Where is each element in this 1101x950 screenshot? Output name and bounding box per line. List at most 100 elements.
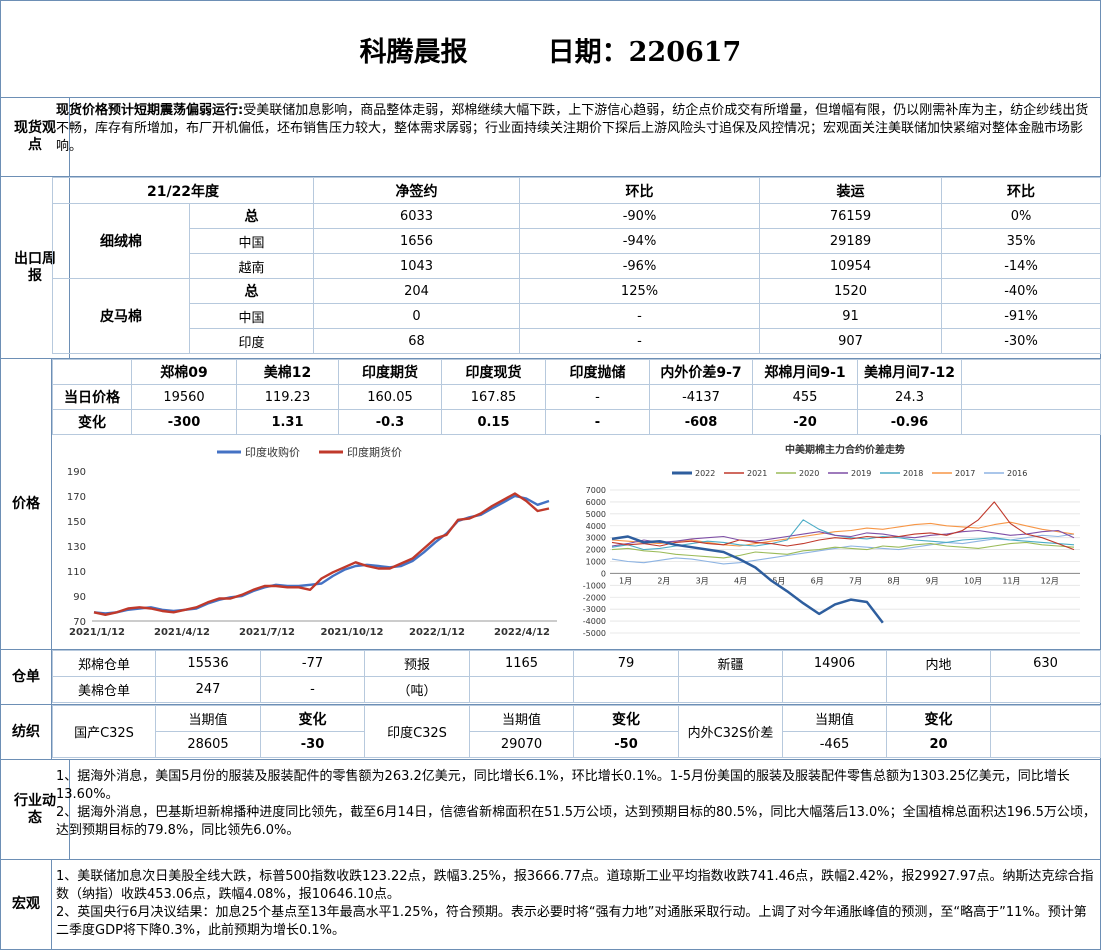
- export-table: 21/22年度 净签约 环比 装运 环比 细绒棉 总 6033 -90% 761…: [51, 177, 1101, 354]
- series-line-2017: [611, 521, 1075, 547]
- x-tick-label: 6月: [811, 576, 824, 585]
- xinjiang-label: 新疆: [678, 650, 783, 677]
- inland-label: 内地: [886, 650, 991, 677]
- series-line-2019: [611, 529, 1075, 547]
- blank-cell: [782, 676, 887, 703]
- x-tick-label: 3月: [696, 576, 709, 585]
- change-label: 变化: [886, 705, 991, 732]
- price-value: 19560: [131, 384, 237, 410]
- zz-warehouse-value: 15536: [155, 650, 261, 677]
- y-tick-label: -4000: [583, 617, 606, 626]
- x-tick-label: 2021/1/12: [69, 627, 125, 638]
- price-header: 美棉月间7-12: [857, 359, 962, 385]
- macro-item: 1、美联储加息次日美股全线大跌，标普500指数收跌123.22点，跌幅3.25%…: [56, 869, 1094, 902]
- table-row: 中国 0 - 91 -91%: [53, 303, 1101, 329]
- x-tick-label: 2021/4/12: [154, 627, 210, 638]
- industry-text: 1、据海外消息，美国5月份的服装及服装配件的零售额为263.2亿美元，同比增长6…: [52, 760, 1100, 840]
- y-tick-label: 170: [67, 492, 86, 503]
- cn-yarn-label: 国产C32S: [52, 705, 156, 758]
- spot-view-text: 现货价格预计短期震荡偏弱运行:受美联储加息影响，商品整体走弱，郑棉继续大幅下跌，…: [52, 98, 1100, 156]
- change-value: -0.3: [338, 409, 442, 435]
- y-tick-label: -5000: [583, 629, 606, 638]
- change-value: 0.15: [441, 409, 546, 435]
- x-tick-label: 2022/1/12: [409, 627, 465, 638]
- y-tick-label: -2000: [583, 593, 606, 602]
- x-tick-label: 2022/4/12: [494, 627, 550, 638]
- net-chg: -: [519, 328, 761, 354]
- net-sign: 68: [313, 328, 521, 354]
- blank-cell: [990, 676, 1101, 703]
- india-price-chart: 70 90 110 130 150 170 190 2021/1/12 2021/4/12 202…: [67, 445, 557, 638]
- table-row: 美棉仓单 247 - （吨）: [52, 676, 1101, 703]
- x-tick-label: 4月: [734, 576, 747, 585]
- warehouse-label: 仓单: [1, 650, 52, 704]
- legend-label: 2018: [903, 469, 923, 478]
- row-sub: 中国: [188, 228, 315, 254]
- net-sign: 0: [313, 303, 521, 329]
- change-value: 1.31: [236, 409, 339, 435]
- xinjiang-value: 14906: [782, 650, 887, 677]
- legend-label: 2021: [747, 469, 767, 478]
- in-yarn-label: 印度C32S: [364, 705, 470, 758]
- legend-label: 2017: [955, 469, 975, 478]
- price-value: -: [545, 384, 650, 410]
- price-header: 美棉12: [236, 359, 339, 385]
- price-header: 印度期货: [338, 359, 442, 385]
- group-upland: 细绒棉: [52, 203, 190, 279]
- macro-text: 1、美联储加息次日美股全线大跌，标普500指数收跌123.22点，跌幅3.25%…: [52, 860, 1100, 940]
- report-date: 日期：220617: [547, 36, 742, 68]
- net-sign: 1043: [313, 253, 521, 279]
- x-tick-label: 8月: [887, 576, 900, 585]
- blank-cell: [961, 384, 1101, 410]
- blank-cell: [52, 359, 132, 385]
- price-change-row: 变化 -300 1.31 -0.3 0.15 - -608 -20 -0.96: [52, 409, 1101, 435]
- current-label: 当期值: [155, 705, 261, 732]
- blank-cell: [990, 705, 1101, 732]
- price-value: 455: [752, 384, 858, 410]
- legend-label: 2016: [1007, 469, 1027, 478]
- textile-table: 国产C32S 当期值 变化 印度C32S 当期值 变化 内外C32S价差 当期值…: [52, 705, 1101, 758]
- y-tick-label: 110: [67, 567, 86, 578]
- report-title: 科腾晨报: [359, 36, 468, 68]
- net-sign: 1656: [313, 228, 521, 254]
- blank-cell: [990, 731, 1101, 758]
- series-line-2018: [611, 519, 1075, 551]
- export-header-season: 21/22年度: [51, 177, 315, 204]
- us-warehouse-change: -: [260, 676, 365, 703]
- ship-chg: -40%: [941, 278, 1101, 304]
- row-sub: 总: [188, 203, 315, 229]
- price-value: 24.3: [857, 384, 962, 410]
- industry-item: 2、据海外消息，巴基斯坦新棉播种进度同比领先，截至6月14日，信德省新棉面积在5…: [56, 805, 1096, 838]
- table-row: 越南 1043 -96% 10954 -14%: [53, 253, 1101, 279]
- yarn-spread-value: -465: [782, 731, 887, 758]
- table-row: 中国 1656 -94% 29189 35%: [53, 228, 1101, 254]
- y-tick-label: 3000: [586, 534, 606, 543]
- shipment: 29189: [759, 228, 943, 254]
- net-sign: 6033: [313, 203, 521, 229]
- net-chg: -94%: [519, 228, 761, 254]
- y-tick-label: 70: [73, 617, 86, 628]
- today-label: 当日价格: [52, 384, 132, 410]
- yarn-spread-change: 20: [886, 731, 991, 758]
- price-header: 郑棉09: [131, 359, 237, 385]
- legend-label: 2020: [799, 469, 819, 478]
- net-chg: -90%: [519, 203, 761, 229]
- export-header-row: 21/22年度 净签约 环比 装运 环比: [51, 177, 1101, 204]
- current-label: 当期值: [782, 705, 887, 732]
- x-tick-label: 2021/10/12: [321, 627, 384, 638]
- y-tick-label: 4000: [586, 522, 606, 531]
- cn-us-spread-chart: 中美期棉主力合约价差走势 2022 2021 2020 2019 2018 2017 2016…: [583, 443, 1080, 638]
- shipment: 91: [759, 303, 943, 329]
- series-line-2020: [611, 541, 1075, 559]
- change-label: 变化: [573, 705, 679, 732]
- price-header-row: 郑棉09 美棉12 印度期货 印度现货 印度抛储 内外价差9-7 郑棉月间9-1…: [52, 359, 1101, 385]
- y-tick-label: -1000: [583, 581, 606, 590]
- forecast-label: 预报: [364, 650, 470, 677]
- y-tick-label: -3000: [583, 605, 606, 614]
- price-today-row: 当日价格 19560 119.23 160.05 167.85 - -4137 …: [52, 384, 1101, 410]
- series-line-2022: [611, 535, 884, 624]
- spot-body: 受美联储加息影响，商品整体走弱，郑棉继续大幅下跌，上下游信心趋弱，纺企点价成交有…: [56, 103, 1089, 154]
- current-label: 当期值: [469, 705, 574, 732]
- macro-section: 宏观 1、美联储加息次日美股全线大跌，标普500指数收跌123.22点，跌幅3.…: [1, 860, 1100, 949]
- industry-label: 行业动态: [1, 760, 70, 859]
